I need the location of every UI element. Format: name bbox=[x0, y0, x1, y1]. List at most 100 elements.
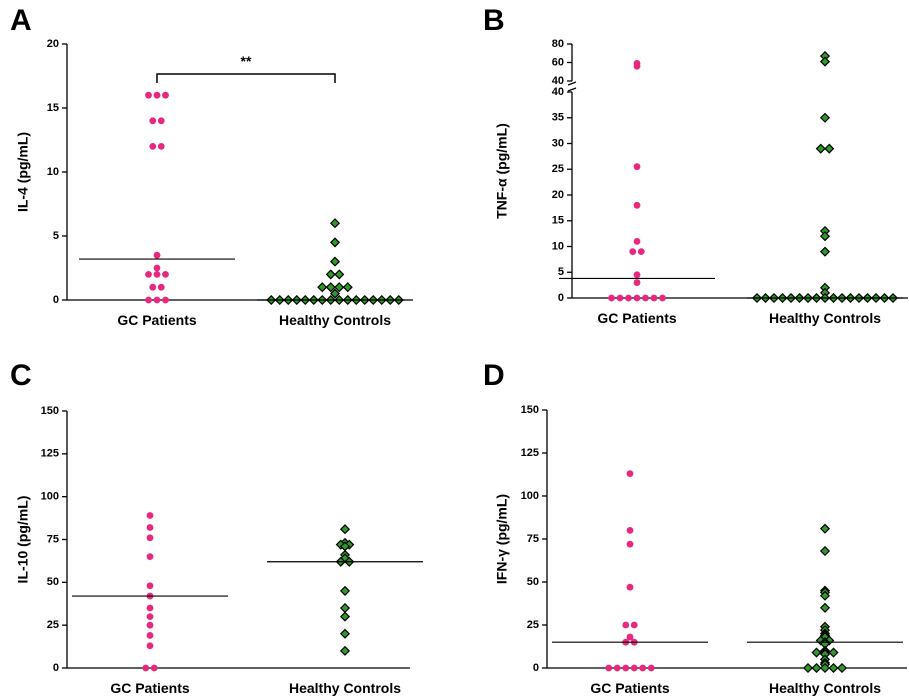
data-point bbox=[146, 582, 154, 590]
data-point bbox=[633, 201, 641, 209]
y-tick-label: 50 bbox=[527, 576, 539, 588]
data-point bbox=[633, 279, 641, 286]
data-point bbox=[824, 143, 835, 154]
y-tick-label: 80 bbox=[552, 38, 564, 50]
data-point bbox=[149, 143, 157, 150]
axis-break bbox=[567, 81, 577, 86]
y-tick-label: 0 bbox=[533, 662, 539, 674]
data-point bbox=[811, 647, 822, 658]
y-tick-label: 50 bbox=[47, 576, 59, 588]
data-point bbox=[629, 248, 637, 256]
data-point bbox=[325, 269, 336, 280]
data-point bbox=[659, 294, 666, 302]
y-tick-label: 20 bbox=[552, 189, 564, 201]
data-point bbox=[633, 237, 641, 245]
data-point bbox=[157, 283, 165, 291]
data-point bbox=[819, 231, 831, 242]
data-point bbox=[633, 163, 641, 171]
y-axis-label: TNF-α (pg/mL) bbox=[494, 123, 510, 219]
data-point bbox=[146, 534, 154, 542]
data-point bbox=[811, 662, 822, 674]
data-point bbox=[339, 524, 351, 535]
data-point bbox=[339, 628, 351, 639]
data-point bbox=[146, 604, 154, 612]
data-point bbox=[819, 545, 831, 557]
axis-break bbox=[567, 87, 577, 92]
y-tick-label: 10 bbox=[47, 166, 59, 178]
data-point bbox=[819, 56, 831, 67]
data-point bbox=[153, 271, 161, 278]
y-axis-label: IL-4 (pg/mL) bbox=[15, 132, 31, 212]
y-tick-label: 40 bbox=[552, 75, 564, 87]
y-tick-label: 15 bbox=[552, 215, 564, 227]
data-point bbox=[605, 664, 613, 672]
data-point bbox=[317, 282, 328, 293]
significance-bracket bbox=[156, 73, 336, 83]
data-point bbox=[647, 664, 655, 672]
data-point bbox=[633, 294, 641, 302]
data-point bbox=[146, 613, 154, 620]
data-point bbox=[819, 246, 831, 257]
data-point bbox=[145, 91, 152, 99]
y-tick-label: 5 bbox=[558, 266, 564, 278]
data-point bbox=[329, 256, 341, 267]
y-tick-label: 0 bbox=[558, 292, 564, 304]
data-point bbox=[162, 271, 169, 278]
panel-letter: A bbox=[10, 4, 32, 37]
data-point bbox=[157, 143, 165, 150]
panel-letter: B bbox=[483, 4, 505, 37]
y-tick-label: 100 bbox=[521, 490, 539, 502]
data-point bbox=[329, 288, 341, 299]
x-tick-label: GC Patients bbox=[110, 680, 190, 696]
y-tick-label: 40 bbox=[552, 86, 564, 98]
data-point bbox=[828, 647, 839, 658]
data-point bbox=[836, 662, 848, 674]
data-point bbox=[639, 664, 647, 672]
data-point bbox=[146, 553, 154, 561]
data-point bbox=[650, 294, 658, 302]
data-point bbox=[625, 294, 632, 302]
x-tick-label: GC Patients bbox=[117, 312, 197, 328]
y-tick-label: 150 bbox=[41, 405, 59, 417]
x-tick-label: Healthy Controls bbox=[769, 310, 881, 326]
data-point bbox=[150, 664, 158, 672]
y-tick-label: 60 bbox=[552, 56, 564, 68]
data-point bbox=[142, 664, 150, 672]
significance-label: ** bbox=[241, 53, 252, 69]
data-point bbox=[329, 218, 341, 229]
data-point bbox=[145, 271, 152, 278]
y-tick-label: 25 bbox=[552, 163, 564, 175]
data-point bbox=[153, 264, 161, 272]
data-point bbox=[613, 664, 621, 672]
data-point bbox=[626, 540, 634, 548]
panel-letter: C bbox=[10, 359, 32, 392]
y-tick-label: 5 bbox=[53, 230, 59, 242]
data-point bbox=[149, 283, 157, 291]
data-point bbox=[626, 583, 634, 591]
data-point bbox=[334, 269, 345, 280]
x-tick-label: GC Patients bbox=[597, 310, 677, 326]
data-point bbox=[162, 296, 169, 304]
data-point bbox=[146, 621, 154, 629]
y-tick-label: 75 bbox=[527, 533, 539, 545]
data-point bbox=[339, 585, 351, 596]
panel-letter: D bbox=[483, 359, 505, 392]
data-point bbox=[626, 633, 634, 641]
data-point bbox=[819, 662, 831, 674]
data-point bbox=[146, 632, 154, 639]
y-tick-label: 15 bbox=[47, 102, 59, 114]
y-tick-label: 35 bbox=[552, 112, 564, 124]
data-point bbox=[630, 621, 638, 629]
data-point bbox=[616, 294, 624, 302]
x-tick-label: Healthy Controls bbox=[279, 312, 391, 328]
data-point bbox=[339, 602, 351, 614]
data-point bbox=[149, 117, 157, 125]
data-point bbox=[157, 117, 165, 125]
data-point bbox=[802, 662, 814, 674]
x-tick-label: Healthy Controls bbox=[289, 680, 401, 696]
data-point bbox=[153, 296, 161, 304]
data-point bbox=[819, 590, 831, 601]
y-tick-label: 100 bbox=[41, 491, 59, 503]
data-point bbox=[828, 662, 839, 674]
